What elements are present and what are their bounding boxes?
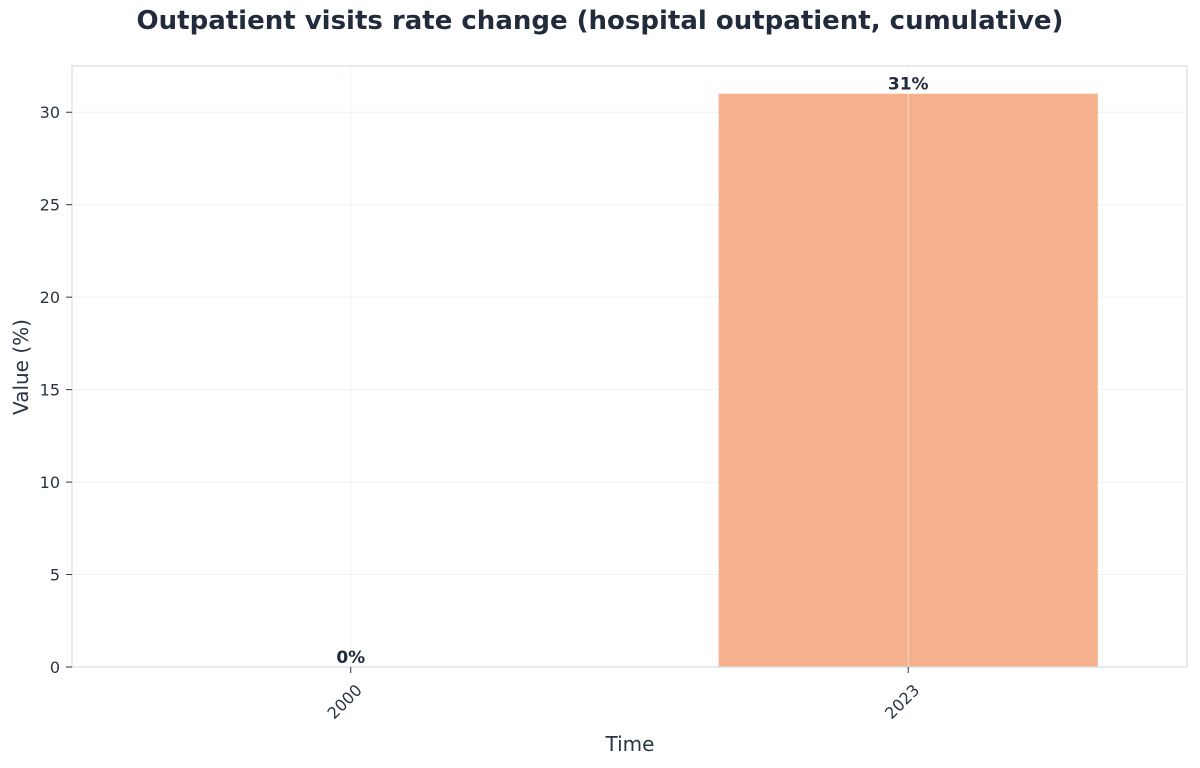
y-tick-label: 20: [40, 288, 60, 307]
vgrid-layer: [350, 66, 909, 667]
x-axis-ticks: 2000 2023: [324, 667, 923, 723]
y-tick-label: 10: [40, 473, 60, 492]
x-tick-label: 2000: [324, 681, 366, 723]
data-label: 0%: [336, 648, 365, 668]
data-label: 31%: [888, 75, 929, 95]
y-tick-label: 30: [40, 103, 60, 122]
data-labels: 0% 31%: [336, 75, 928, 668]
y-tick-label: 5: [50, 566, 60, 585]
y-axis-ticks: 0 5 10 15 20 25 30: [40, 103, 72, 677]
chart-title: Outpatient visits rate change (hospital …: [136, 6, 1064, 36]
y-tick-label: 25: [40, 196, 60, 215]
x-tick-label: 2023: [881, 681, 923, 723]
plot-frame: [71, 65, 1188, 668]
x-axis-label: Time: [605, 732, 655, 756]
y-tick-label: 0: [50, 658, 60, 677]
y-tick-label: 15: [40, 381, 60, 400]
y-axis-label: Value (%): [9, 319, 33, 415]
